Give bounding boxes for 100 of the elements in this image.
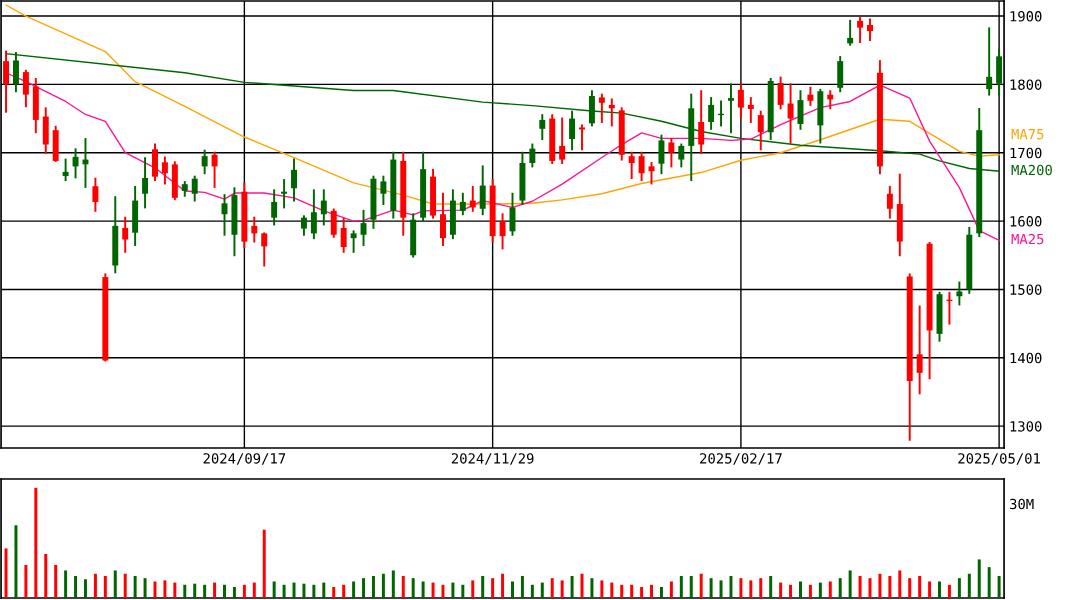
- bar: [570, 575, 574, 598]
- bar: [769, 575, 773, 598]
- bar: [441, 584, 445, 598]
- bar: [759, 578, 763, 598]
- bar: [818, 582, 822, 598]
- y-tick-label: 1600: [1010, 216, 1042, 227]
- bar: [709, 578, 713, 598]
- bar: [24, 564, 28, 598]
- bar: [461, 584, 465, 598]
- bar: [511, 581, 514, 598]
- bar: [143, 578, 147, 598]
- bar: [173, 582, 177, 598]
- bar: [938, 581, 942, 598]
- bar: [977, 559, 981, 598]
- bar: [252, 582, 256, 598]
- bar: [779, 582, 783, 598]
- bar: [590, 578, 594, 598]
- bar: [232, 586, 236, 598]
- bar: [74, 575, 78, 598]
- bar: [838, 578, 842, 598]
- bar: [501, 573, 505, 598]
- bar: [421, 581, 425, 598]
- series-label: MA200: [1011, 164, 1052, 176]
- bar: [540, 582, 544, 598]
- bar: [967, 573, 971, 598]
- bar: [699, 573, 703, 598]
- text: 30M: [1010, 498, 1034, 510]
- x-tick-label: 2024/09/17: [203, 453, 286, 465]
- bar: [223, 584, 226, 598]
- bar: [471, 580, 475, 598]
- bar: [481, 575, 485, 598]
- bar: [789, 584, 793, 598]
- y-tick-label: 1800: [1010, 79, 1042, 90]
- bar: [878, 573, 882, 598]
- bar: [560, 580, 564, 598]
- bar: [729, 575, 733, 598]
- bar: [828, 581, 832, 598]
- bar: [342, 584, 346, 598]
- y-tick-label: 1300: [1010, 421, 1042, 432]
- bar: [371, 575, 375, 598]
- bar: [669, 581, 673, 598]
- bar: [163, 580, 167, 598]
- bar: [14, 525, 18, 598]
- bar: [352, 581, 356, 598]
- bar: [302, 583, 306, 598]
- bar: [133, 575, 137, 598]
- bar: [908, 578, 912, 598]
- bar: [282, 584, 286, 598]
- bar: [292, 582, 296, 598]
- bar: [659, 586, 663, 598]
- bar: [739, 578, 743, 598]
- bar: [491, 578, 495, 598]
- bar: [431, 582, 435, 598]
- bar: [679, 575, 683, 598]
- bar: [997, 575, 1001, 598]
- bar: [610, 582, 614, 598]
- bar: [987, 567, 991, 598]
- bar: [322, 582, 326, 598]
- bar: [411, 578, 415, 598]
- bar: [888, 575, 892, 598]
- bar: [808, 584, 812, 598]
- bar: [93, 573, 97, 598]
- bar: [630, 584, 634, 598]
- bar: [44, 553, 48, 598]
- bar: [332, 586, 336, 598]
- bar: [64, 570, 68, 598]
- bar: [103, 575, 107, 598]
- bar: [391, 570, 395, 598]
- line-series: [5, 4, 1000, 205]
- y-tick-label: 1700: [1010, 147, 1042, 159]
- bar: [898, 570, 902, 598]
- bar: [183, 584, 187, 598]
- bar: [947, 584, 951, 598]
- bar: [113, 570, 117, 598]
- series-label: MA75: [1011, 129, 1044, 140]
- bar: [213, 582, 217, 598]
- bar: [689, 575, 693, 598]
- bar: [719, 580, 723, 598]
- bar: [640, 586, 644, 598]
- bar: [401, 575, 405, 598]
- bar: [262, 529, 266, 598]
- bar: [848, 570, 852, 598]
- bar: [580, 573, 584, 598]
- bar: [620, 584, 624, 598]
- bar: [858, 575, 862, 598]
- bar: [312, 584, 316, 598]
- bar: [242, 584, 246, 598]
- bar: [650, 584, 654, 598]
- bar: [451, 582, 455, 598]
- x-tick-label: 2024/11/29: [451, 453, 534, 465]
- y-tick-label: 1500: [1010, 284, 1042, 295]
- bar: [550, 578, 554, 598]
- bar: [918, 575, 922, 598]
- bar: [600, 580, 604, 598]
- bar: [362, 578, 366, 598]
- bar: [530, 584, 534, 598]
- bar: [203, 584, 207, 598]
- bar: [123, 573, 127, 598]
- series-label: MA25: [1011, 233, 1044, 245]
- x-tick-label: 2025/02/17: [700, 453, 782, 465]
